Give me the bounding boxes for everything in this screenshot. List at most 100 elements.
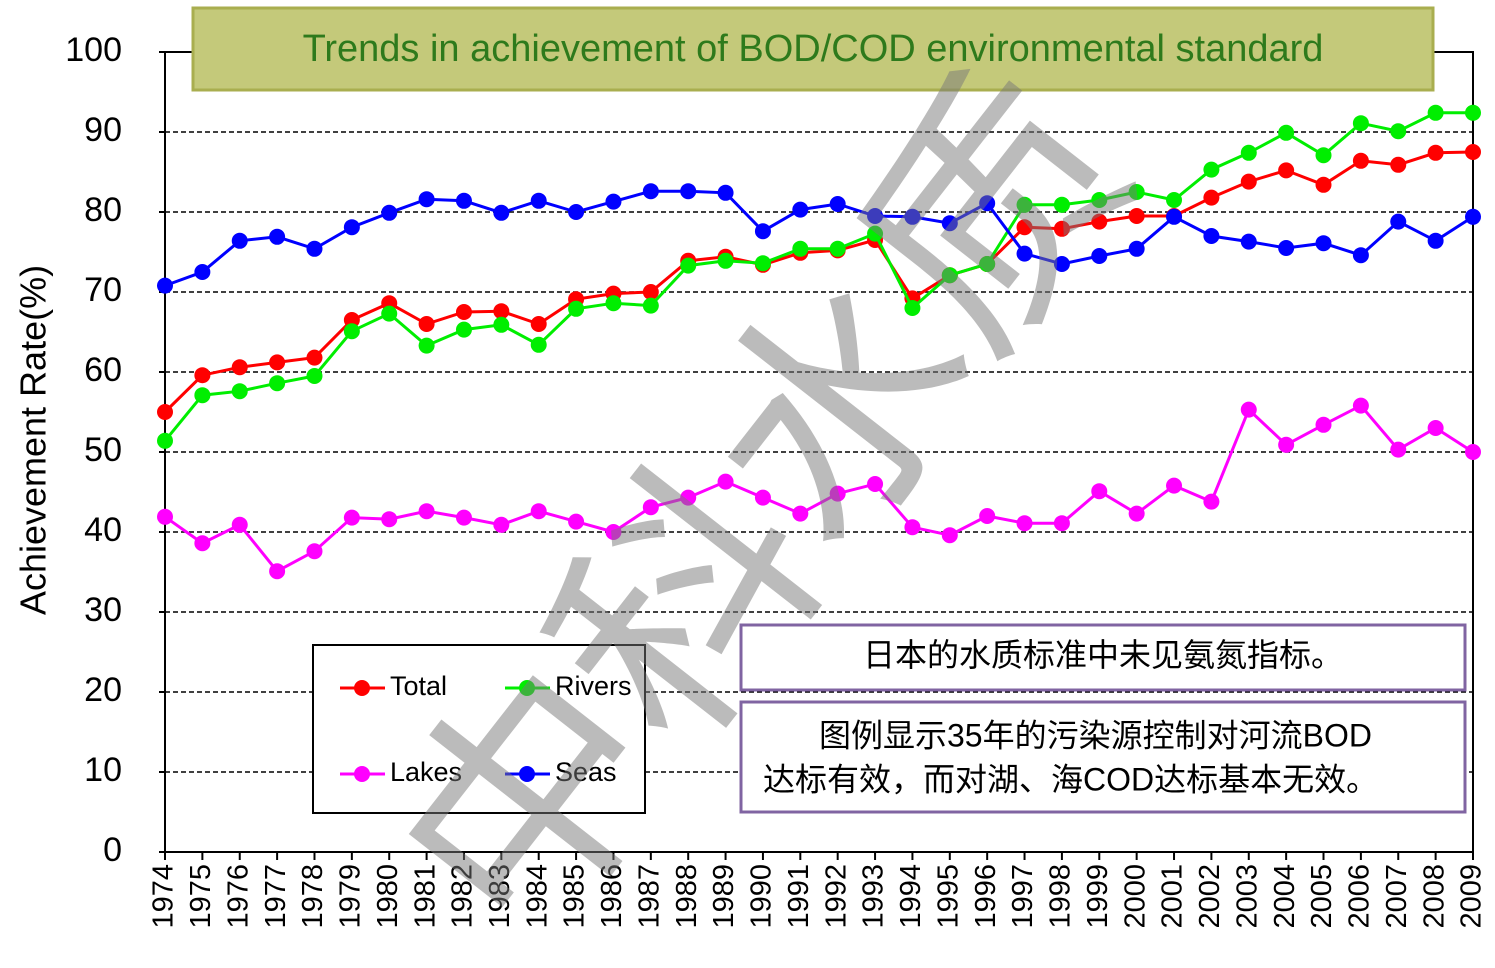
y-axis-label: Achievement Rate(%) xyxy=(13,265,54,615)
data-point xyxy=(1240,144,1257,161)
data-point xyxy=(493,204,510,221)
legend-marker xyxy=(519,680,535,696)
data-point xyxy=(418,191,435,208)
data-point xyxy=(1352,152,1369,169)
data-point xyxy=(941,527,958,544)
x-tick-label: 1993 xyxy=(858,864,890,929)
data-point xyxy=(1465,444,1481,460)
data-point xyxy=(455,321,472,338)
data-point xyxy=(1091,192,1108,208)
data-point xyxy=(792,201,809,218)
data-point xyxy=(1315,235,1332,252)
data-point xyxy=(979,256,996,272)
data-point xyxy=(418,316,435,332)
legend-label: Lakes xyxy=(390,757,462,787)
data-point xyxy=(1315,176,1332,193)
x-tick-label: 2003 xyxy=(1231,864,1263,929)
y-tick-label: 40 xyxy=(84,511,122,549)
x-tick-label: 1988 xyxy=(671,864,703,929)
data-point xyxy=(1240,173,1257,190)
data-point xyxy=(493,303,510,320)
data-point xyxy=(680,257,697,274)
data-point xyxy=(1016,196,1033,213)
data-point xyxy=(1203,161,1220,178)
data-point xyxy=(157,404,173,420)
data-point xyxy=(904,519,921,536)
data-point xyxy=(1390,213,1407,230)
data-point xyxy=(1352,247,1369,264)
data-point xyxy=(231,516,248,533)
data-point xyxy=(1427,144,1444,161)
data-point xyxy=(1203,228,1220,244)
y-tick-label: 50 xyxy=(84,431,122,469)
data-point xyxy=(157,432,173,449)
legend-marker xyxy=(354,766,370,782)
annotation-text: 图例显示35年的污染源控制对河流BOD xyxy=(819,717,1372,753)
data-point xyxy=(754,223,771,240)
x-tick-label: 1976 xyxy=(222,864,254,929)
data-point xyxy=(1465,208,1481,225)
data-point xyxy=(904,208,921,225)
data-point xyxy=(455,509,472,526)
data-point xyxy=(1016,219,1033,236)
data-point xyxy=(1390,441,1407,458)
x-tick-label: 1984 xyxy=(521,864,553,929)
x-tick-label: 1977 xyxy=(260,864,292,929)
data-point xyxy=(941,215,958,232)
y-tick-label: 10 xyxy=(84,751,122,789)
data-point xyxy=(418,503,435,520)
data-point xyxy=(1278,124,1295,141)
x-tick-label: 2000 xyxy=(1119,864,1151,929)
data-point xyxy=(605,524,622,540)
data-point xyxy=(1053,256,1070,272)
data-point xyxy=(941,267,958,284)
data-point xyxy=(1278,162,1295,179)
x-tick-label: 1974 xyxy=(148,864,180,929)
data-point xyxy=(904,300,921,316)
data-point xyxy=(306,349,323,366)
y-tick-label: 90 xyxy=(84,111,122,149)
legend-label: Total xyxy=(390,671,447,701)
data-point xyxy=(1091,248,1108,264)
x-tick-label: 2009 xyxy=(1456,864,1488,929)
data-point xyxy=(642,297,659,314)
data-point xyxy=(530,336,547,353)
data-point xyxy=(231,359,248,376)
data-point xyxy=(1278,436,1295,453)
data-point xyxy=(269,375,286,392)
data-point xyxy=(306,368,323,384)
data-point xyxy=(568,513,585,530)
x-tick-label: 1975 xyxy=(185,864,217,929)
data-point xyxy=(1128,184,1145,200)
data-point xyxy=(1016,245,1033,262)
data-point xyxy=(1166,208,1183,225)
data-point xyxy=(381,305,398,322)
data-point xyxy=(231,383,248,400)
data-point xyxy=(343,323,360,340)
data-point xyxy=(1352,397,1369,414)
data-point xyxy=(1465,144,1481,160)
data-point xyxy=(1203,493,1220,510)
data-point xyxy=(1016,515,1033,532)
y-tick-label: 0 xyxy=(103,831,122,869)
x-tick-label: 1986 xyxy=(596,864,628,929)
y-tick-label: 100 xyxy=(65,31,122,69)
y-tick-label: 60 xyxy=(84,351,122,389)
data-point xyxy=(194,535,211,552)
data-point xyxy=(455,192,472,209)
y-tick-label: 30 xyxy=(84,591,122,629)
x-tick-label: 2004 xyxy=(1269,864,1301,929)
data-point xyxy=(754,255,771,272)
data-point xyxy=(605,295,622,312)
data-point xyxy=(1128,208,1145,224)
data-point xyxy=(455,304,472,320)
data-point xyxy=(1352,115,1369,132)
annotation-text: 日本的水质标准中未见氨氮指标。 xyxy=(863,637,1343,673)
data-point xyxy=(1465,104,1481,121)
data-point xyxy=(343,219,360,236)
annotation-box xyxy=(739,623,1467,692)
data-point xyxy=(194,387,211,404)
legend-label: Rivers xyxy=(555,671,632,701)
data-point xyxy=(306,240,323,257)
data-point xyxy=(1128,505,1145,522)
